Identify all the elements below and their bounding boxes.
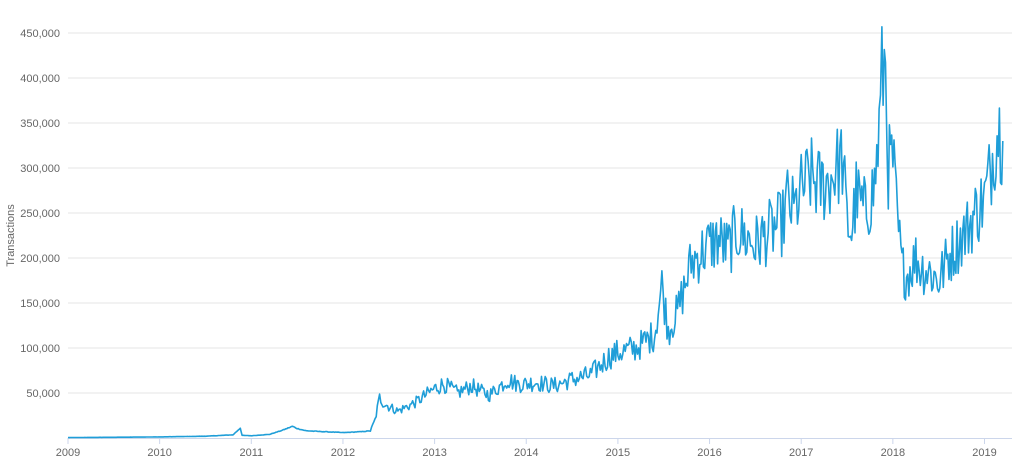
x-tick-label: 2010 bbox=[147, 447, 171, 459]
grid-lines bbox=[68, 32, 1012, 394]
axes bbox=[67, 438, 1012, 444]
x-tick-label: 2013 bbox=[422, 447, 446, 459]
y-tick-label: 200,000 bbox=[20, 253, 60, 265]
y-tick-label: 300,000 bbox=[20, 163, 60, 175]
x-tick-label: 2019 bbox=[972, 447, 996, 459]
y-tick-label: 150,000 bbox=[20, 298, 60, 310]
y-tick-label: 450,000 bbox=[20, 28, 60, 40]
y-tick-label: 350,000 bbox=[20, 118, 60, 130]
x-tick-label: 2017 bbox=[789, 447, 813, 459]
y-tick-label: 100,000 bbox=[20, 343, 60, 355]
x-tick-label: 2015 bbox=[606, 447, 630, 459]
x-tick-label: 2016 bbox=[697, 447, 721, 459]
x-tick-label: 2009 bbox=[56, 447, 80, 459]
series-line bbox=[67, 25, 1004, 439]
tick-labels: 50,000 100,000 150,000 200,000 250,000 300,00… bbox=[20, 28, 997, 459]
x-tick-label: 2011 bbox=[239, 447, 263, 459]
y-tick-label: 400,000 bbox=[20, 73, 60, 85]
x-tick-label: 2014 bbox=[514, 447, 538, 459]
x-tick-label: 2012 bbox=[331, 447, 355, 459]
y-axis-label: Transactions bbox=[5, 204, 17, 267]
series-layer bbox=[67, 25, 1004, 439]
x-tick-label: 2018 bbox=[881, 447, 905, 459]
y-tick-label: 250,000 bbox=[20, 208, 60, 220]
y-tick-label: 50,000 bbox=[26, 388, 60, 400]
